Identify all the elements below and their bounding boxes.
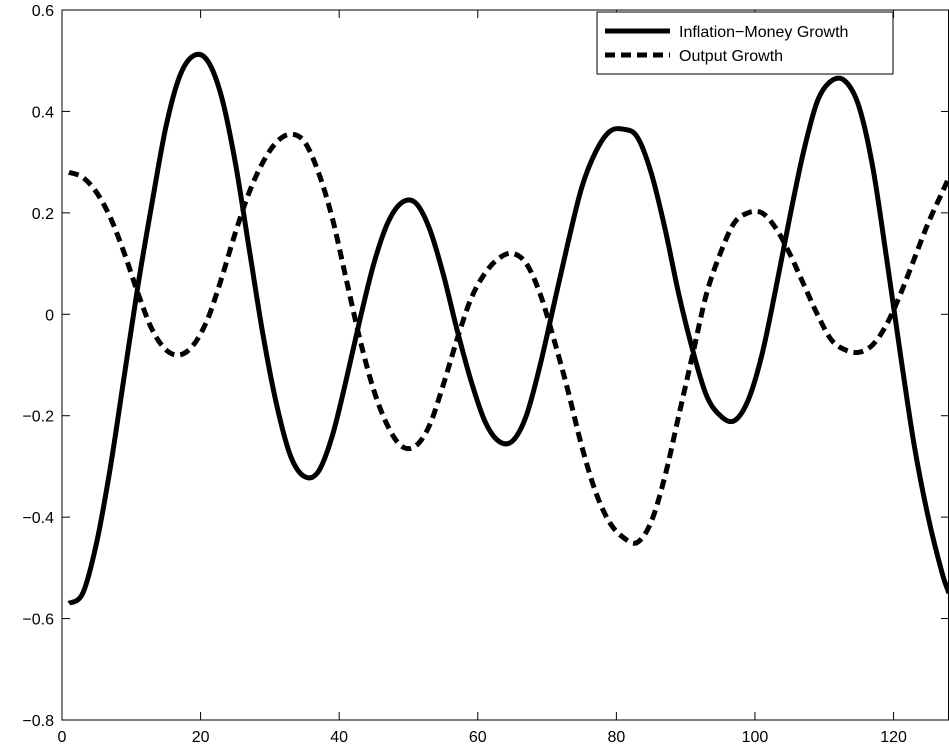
- x-tick-label: 20: [192, 729, 210, 746]
- plot-lines: [67, 51, 949, 606]
- x-tick-label: 80: [607, 729, 625, 746]
- axis-tick-labels: 0 20 40 60 80 100 120 0.6 0.4 0.2 0 −0.2 −0.4 −0.6 −0.…: [22, 3, 907, 746]
- y-tick-label: −0.8: [22, 713, 54, 730]
- x-tick-label: 120: [880, 729, 907, 746]
- series-line-output-growth: [68, 131, 949, 546]
- x-tick-label: 0: [58, 729, 67, 746]
- series-line-inflation-money-growth: [67, 51, 949, 606]
- legend-label-inflation-money-growth: Inflation−Money Growth: [679, 24, 848, 41]
- y-tick-label: 0.6: [32, 3, 54, 20]
- x-tick-label: 100: [742, 729, 769, 746]
- x-tick-label: 60: [469, 729, 487, 746]
- x-tick-label: 40: [330, 729, 348, 746]
- y-tick-label: 0.2: [32, 206, 54, 223]
- y-tick-label: 0: [45, 307, 54, 324]
- y-tick-label: −0.2: [22, 409, 54, 426]
- legend-label-output-growth: Output Growth: [679, 48, 783, 65]
- legend-box: [596, 11, 894, 75]
- y-tick-label: −0.4: [22, 510, 54, 527]
- y-tick-label: 0.4: [32, 104, 54, 121]
- y-tick-label: −0.6: [22, 612, 54, 629]
- legend: Inflation−Money Growth Output Growth: [596, 11, 894, 75]
